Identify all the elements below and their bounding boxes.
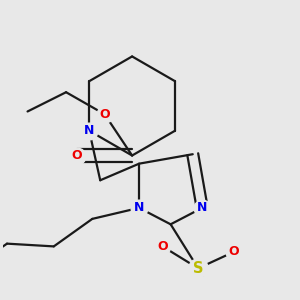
Text: O: O [72, 149, 83, 162]
Text: S: S [193, 261, 203, 276]
Text: O: O [157, 240, 168, 253]
Text: O: O [229, 245, 239, 258]
Text: N: N [134, 201, 144, 214]
Text: N: N [84, 124, 94, 137]
Text: N: N [197, 201, 207, 214]
Text: O: O [99, 108, 110, 121]
